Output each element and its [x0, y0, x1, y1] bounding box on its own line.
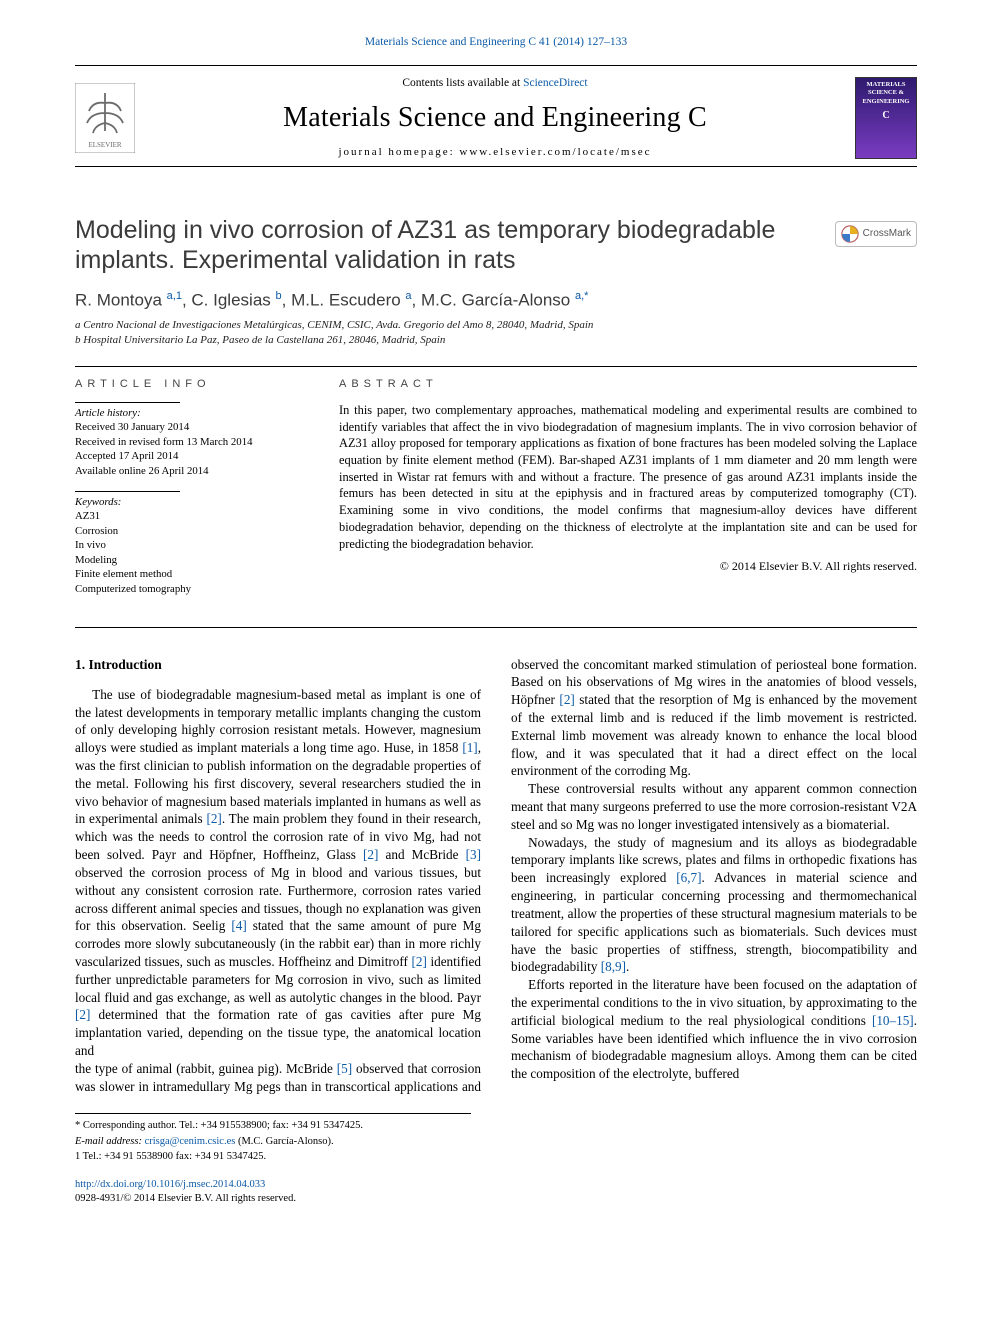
body-columns: 1. Introduction The use of biodegradable… — [75, 656, 917, 1096]
cover-line-2: SCIENCE & — [859, 89, 913, 98]
ref-link[interactable]: [2] — [75, 1007, 90, 1022]
keyword: AZ31 — [75, 509, 305, 524]
cover-line-4: C — [859, 109, 913, 123]
body-paragraph: These controversial results without any … — [511, 780, 917, 833]
history-revised: Received in revised form 13 March 2014 — [75, 435, 305, 450]
sciencedirect-link[interactable]: ScienceDirect — [523, 77, 588, 89]
author-4-aff-link[interactable]: a, — [575, 290, 584, 302]
crossmark-label: CrossMark — [863, 227, 911, 241]
contents-list-prefix: Contents lists available at — [402, 77, 523, 89]
history-accepted: Accepted 17 April 2014 — [75, 449, 305, 464]
ref-link[interactable]: [5] — [337, 1061, 352, 1076]
ref-link[interactable]: [4] — [231, 918, 246, 933]
section-heading: 1. Introduction — [75, 656, 481, 674]
ref-link[interactable]: [2] — [363, 847, 378, 862]
body-paragraph: Nowadays, the study of magnesium and its… — [511, 834, 917, 977]
keywords-label: Keywords: — [75, 495, 305, 510]
separator-rule — [75, 627, 917, 628]
footnotes: * Corresponding author. Tel.: +34 915538… — [75, 1113, 471, 1164]
history-received: Received 30 January 2014 — [75, 420, 305, 435]
email-tail: (M.C. García-Alonso). — [235, 1136, 333, 1147]
ref-link[interactable]: [2] — [411, 954, 426, 969]
ref-link[interactable]: [1] — [462, 740, 477, 755]
author-line: R. Montoya a,1, C. Iglesias b, M.L. Escu… — [75, 289, 917, 313]
running-head: Materials Science and Engineering C 41 (… — [75, 35, 917, 51]
keyword: In vivo — [75, 538, 305, 553]
ref-link[interactable]: [3] — [466, 847, 481, 862]
keyword: Modeling — [75, 553, 305, 568]
keyword: Corrosion — [75, 524, 305, 539]
contents-list-line: Contents lists available at ScienceDirec… — [135, 76, 855, 92]
cover-line-1: MATERIALS — [859, 81, 913, 90]
elsevier-tree-logo: ELSEVIER — [75, 83, 135, 153]
body-paragraph: The use of biodegradable magnesium-based… — [75, 686, 481, 1060]
author-2: C. Iglesias — [191, 290, 275, 309]
homepage-prefix: journal homepage: — [338, 146, 459, 158]
article-info-heading: ARTICLE INFO — [75, 377, 305, 392]
body-paragraph: Efforts reported in the literature have … — [511, 976, 917, 1083]
article-title: Modeling in vivo corrosion of AZ31 as te… — [75, 215, 817, 275]
abstract-copyright: © 2014 Elsevier B.V. All rights reserved… — [339, 558, 917, 574]
email-label: E-mail address: — [75, 1136, 145, 1147]
article-history-label: Article history: — [75, 406, 305, 421]
abstract-text: In this paper, two complementary approac… — [339, 402, 917, 553]
masthead: ELSEVIER Contents lists available at Sci… — [75, 65, 917, 167]
homepage-url: www.elsevier.com/locate/msec — [459, 146, 651, 158]
info-rule — [75, 402, 180, 403]
ref-link[interactable]: [8,9] — [601, 959, 626, 974]
email-footnote: E-mail address: crisga@cenim.csic.es (M.… — [75, 1135, 471, 1149]
issn-copyright: 0928-4931/© 2014 Elsevier B.V. All right… — [75, 1192, 917, 1206]
author-1-aff-link[interactable]: a,1 — [167, 290, 182, 302]
author-1: R. Montoya — [75, 290, 167, 309]
author-3: M.L. Escudero — [291, 290, 405, 309]
separator-rule — [75, 366, 917, 367]
doi-link[interactable]: http://dx.doi.org/10.1016/j.msec.2014.04… — [75, 1179, 265, 1190]
ref-link[interactable]: [2] — [206, 811, 221, 826]
crossmark-icon — [841, 225, 859, 243]
keyword: Finite element method — [75, 567, 305, 582]
ref-link[interactable]: [6,7] — [676, 870, 701, 885]
page-footer: http://dx.doi.org/10.1016/j.msec.2014.04… — [75, 1178, 917, 1206]
affiliation-a: a Centro Nacional de Investigaciones Met… — [75, 318, 917, 333]
article-info-column: ARTICLE INFO Article history: Received 3… — [75, 377, 305, 609]
corresponding-footnote: * Corresponding author. Tel.: +34 915538… — [75, 1119, 471, 1133]
email-link[interactable]: crisga@cenim.csic.es — [145, 1136, 236, 1147]
journal-cover-thumb: MATERIALS SCIENCE & ENGINEERING C — [855, 77, 917, 159]
crossmark-badge[interactable]: CrossMark — [835, 221, 917, 247]
abstract-heading: ABSTRACT — [339, 377, 917, 392]
keyword: Computerized tomography — [75, 582, 305, 597]
affiliation-b: b Hospital Universitario La Paz, Paseo d… — [75, 333, 917, 348]
running-head-link[interactable]: Materials Science and Engineering C 41 (… — [365, 36, 627, 48]
tel-footnote: 1 Tel.: +34 91 5538900 fax: +34 91 53474… — [75, 1150, 471, 1164]
journal-title: Materials Science and Engineering C — [135, 99, 855, 137]
journal-homepage: journal homepage: www.elsevier.com/locat… — [135, 145, 855, 160]
info-rule — [75, 491, 180, 492]
author-4: M.C. García-Alonso — [421, 290, 575, 309]
ref-link[interactable]: [10–15] — [872, 1013, 914, 1028]
history-online: Available online 26 April 2014 — [75, 464, 305, 479]
corresponding-author-link[interactable]: * — [584, 290, 588, 302]
cover-line-3: ENGINEERING — [859, 98, 913, 107]
affiliations: a Centro Nacional de Investigaciones Met… — [75, 318, 917, 348]
ref-link[interactable]: [2] — [559, 692, 574, 707]
abstract-column: ABSTRACT In this paper, two complementar… — [339, 377, 917, 609]
svg-text:ELSEVIER: ELSEVIER — [88, 141, 121, 149]
